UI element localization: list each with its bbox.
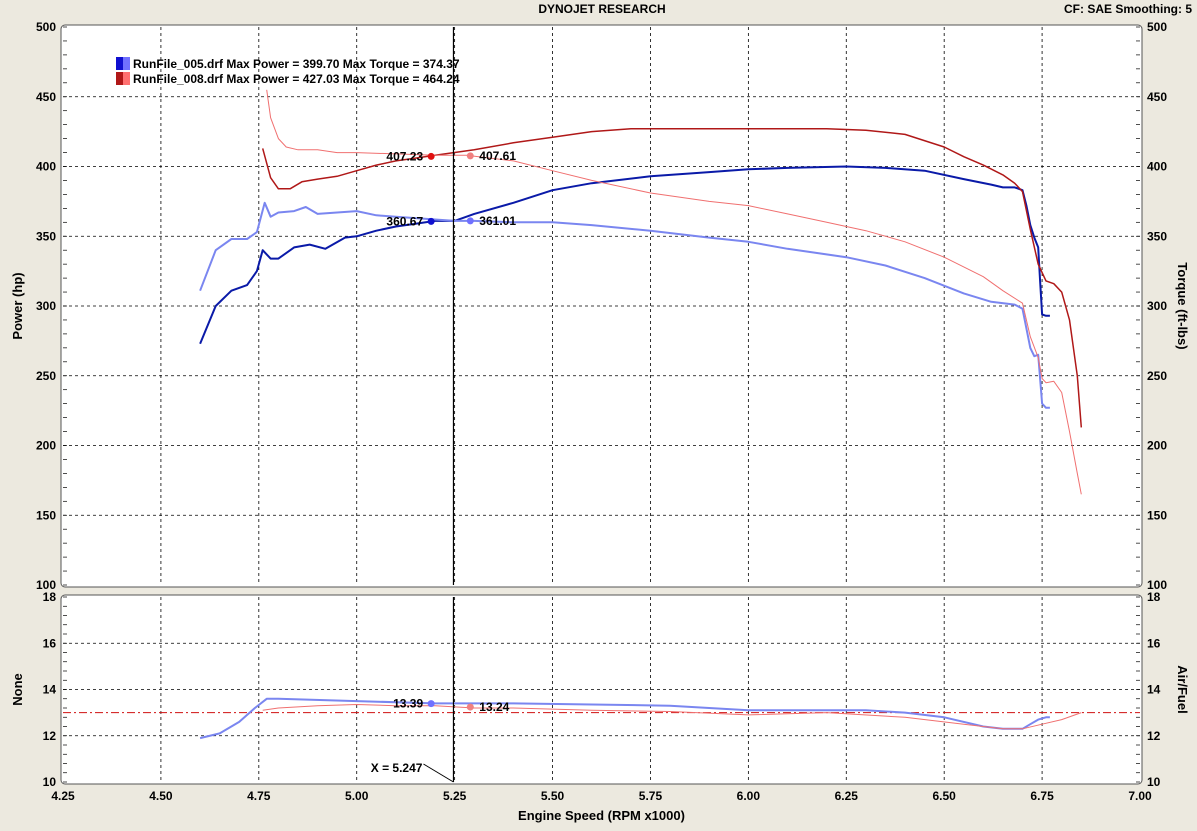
legend-swatch xyxy=(116,57,123,70)
top-marker-label: 360.67 xyxy=(386,214,423,228)
xtick-label: 5.50 xyxy=(541,789,565,803)
top-ytick-left: 100 xyxy=(36,578,56,592)
top-ytick-right: 250 xyxy=(1147,369,1167,383)
bottom-ytick-right: 16 xyxy=(1147,636,1161,650)
bottom-grid xyxy=(63,596,1140,783)
xtick-label: 6.25 xyxy=(835,789,859,803)
top-ytick-right: 200 xyxy=(1147,439,1167,453)
legend-swatch xyxy=(123,72,130,85)
legend-entry: RunFile_008.drf Max Power = 427.03 Max T… xyxy=(133,72,460,86)
bottom-ylabel-left: None xyxy=(10,673,25,706)
legend-swatch xyxy=(116,72,123,85)
xtick-label: 6.75 xyxy=(1030,789,1054,803)
top-marker-dot xyxy=(427,217,435,225)
xtick-label: 6.00 xyxy=(737,789,761,803)
bottom-ytick-right: 10 xyxy=(1147,775,1161,789)
legend-swatch xyxy=(123,57,130,70)
top-ytick-left: 400 xyxy=(36,160,56,174)
xtick-label: 5.00 xyxy=(345,789,369,803)
top-ytick-left: 300 xyxy=(36,299,56,313)
bottom-ytick-right: 12 xyxy=(1147,729,1161,743)
top-ytick-left: 500 xyxy=(36,20,56,34)
bottom-ytick-left: 18 xyxy=(43,590,57,604)
bottom-marker-label: 13.39 xyxy=(393,697,423,711)
top-marker-label: 361.01 xyxy=(479,214,516,228)
bottom-marker-dot xyxy=(427,700,435,708)
xtick-label: 4.75 xyxy=(247,789,271,803)
top-ytick-right: 350 xyxy=(1147,229,1167,243)
xtick-label: 5.75 xyxy=(639,789,663,803)
top-ytick-right: 500 xyxy=(1147,20,1167,34)
x-axis: 4.25 4.50 4.75 5.00 5.25 5.50 5.75 6.00 6.25 6.50… xyxy=(51,789,1152,823)
top-ytick-left: 450 xyxy=(36,90,56,104)
top-marker-dot xyxy=(466,217,474,225)
bottom-ytick-left: 10 xyxy=(43,775,57,789)
bottom-ylabel-right: Air/Fuel xyxy=(1175,665,1190,713)
bottom-ytick-right: 18 xyxy=(1147,590,1161,604)
top-ytick-right: 100 xyxy=(1147,578,1167,592)
x-axis-label: Engine Speed (RPM x1000) xyxy=(518,808,685,823)
top-series-3 xyxy=(261,128,1083,428)
bottom-series-2 xyxy=(262,704,1082,730)
top-plot-frame xyxy=(60,24,1143,588)
xtick-label: 5.25 xyxy=(443,789,467,803)
top-grid xyxy=(63,26,1140,586)
top-marker-dot xyxy=(427,152,435,160)
cursor-label: X = 5.247 xyxy=(371,761,423,775)
xtick-label: 4.50 xyxy=(149,789,173,803)
top-ytick-right: 300 xyxy=(1147,299,1167,313)
top-ytick-left: 350 xyxy=(36,229,56,243)
top-ylabel-left: Power (hp) xyxy=(10,272,25,339)
top-ytick-right: 450 xyxy=(1147,90,1167,104)
legend-entry: RunFile_005.drf Max Power = 399.70 Max T… xyxy=(133,57,460,71)
top-ytick-left: 250 xyxy=(36,369,56,383)
bottom-plot-frame xyxy=(60,594,1143,785)
top-ylabel-right: Torque (ft-lbs) xyxy=(1175,262,1190,349)
xtick-label: 6.50 xyxy=(933,789,957,803)
bottom-marker-dot xyxy=(466,703,474,711)
top-ytick-left: 150 xyxy=(36,508,56,522)
chart-settings: CF: SAE Smoothing: 5 xyxy=(1064,2,1192,16)
top-marker-label: 407.23 xyxy=(386,149,423,163)
xtick-label: 4.25 xyxy=(51,789,75,803)
bottom-ytick-right: 14 xyxy=(1147,683,1161,697)
air-fuel-panel: 10 10 12 12 14 14 16 16 18 18 None Air/Fuel 13.39 13.… xyxy=(10,590,1190,789)
top-marker-label: 407.61 xyxy=(479,149,516,163)
chart-title: DYNOJET RESEARCH xyxy=(538,2,665,16)
bottom-ytick-left: 12 xyxy=(43,729,57,743)
top-ytick-right: 400 xyxy=(1147,160,1167,174)
power-torque-panel: 100 100 150 150 200 200 250 250 300 300 350 350 400 4… xyxy=(10,20,1190,592)
bottom-ytick-left: 16 xyxy=(43,636,57,650)
top-ytick-right: 150 xyxy=(1147,508,1167,522)
top-marker-dot xyxy=(466,152,474,160)
xtick-label: 7.00 xyxy=(1128,789,1152,803)
bottom-ytick-left: 14 xyxy=(43,683,57,697)
top-series-1 xyxy=(199,165,1050,345)
top-ytick-left: 200 xyxy=(36,439,56,453)
top-series-4 xyxy=(266,89,1082,495)
top-series-2 xyxy=(199,201,1050,409)
bottom-marker-label: 13.24 xyxy=(479,700,509,714)
cursor-pointer xyxy=(423,763,454,783)
